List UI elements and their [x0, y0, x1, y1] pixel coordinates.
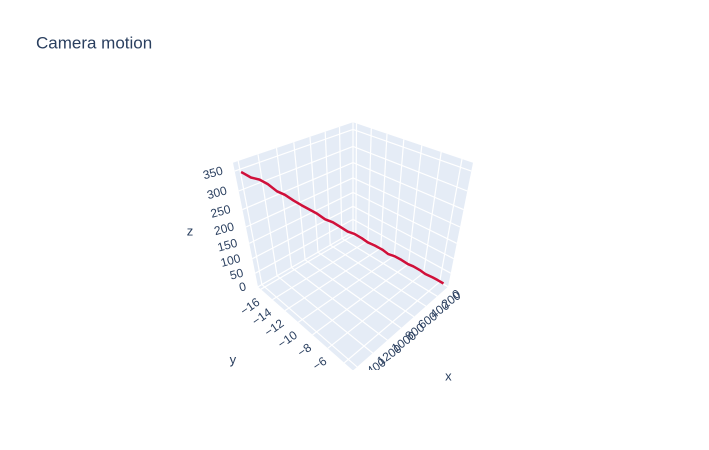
- z-tick-label: 350: [201, 163, 224, 182]
- grid-line: [275, 148, 293, 268]
- grid-line: [293, 142, 306, 260]
- z-tick-label: 300: [205, 183, 228, 202]
- grid-line: [352, 191, 457, 244]
- grid-line: [312, 263, 409, 336]
- x-axis-title: x: [445, 369, 452, 384]
- grid-line: [352, 177, 461, 228]
- z-tick-label: 200: [213, 219, 236, 238]
- chart-title: Camera motion: [36, 33, 152, 52]
- grid-line: [352, 162, 464, 211]
- back-wall: [233, 122, 353, 287]
- z-tick-label: 250: [209, 202, 232, 221]
- grid-line: [255, 218, 354, 274]
- grid-line: [297, 255, 395, 323]
- grid-line: [439, 158, 463, 283]
- grid-line: [304, 259, 402, 329]
- grid-line: [257, 154, 278, 276]
- grid-line: [352, 218, 451, 274]
- grid-line: [352, 128, 472, 172]
- grid-line: [257, 231, 354, 288]
- y-tick-label: −6: [310, 354, 330, 374]
- scene: 0200400600800100012001400−16−14−12−10−8−…: [201, 122, 473, 388]
- grid-line: [324, 131, 331, 246]
- grid-line: [260, 233, 357, 290]
- y-tick-label: −8: [295, 340, 315, 360]
- grid-line: [238, 145, 354, 192]
- z-tick-label: 100: [219, 251, 242, 270]
- z-tick-label: 0: [238, 279, 248, 294]
- grid-line: [284, 247, 382, 312]
- grid-line: [380, 133, 388, 249]
- grid-line: [317, 251, 415, 318]
- grid-line: [237, 160, 263, 285]
- grid-line: [352, 205, 454, 260]
- z-axis-title: z: [187, 223, 194, 238]
- grid-line: [343, 281, 440, 364]
- grid-line: [338, 126, 343, 239]
- y-tick-label: −4: [327, 368, 347, 388]
- grid-line: [309, 136, 319, 253]
- grid-line: [367, 128, 372, 241]
- grid-line: [252, 205, 354, 260]
- grid-line: [276, 275, 374, 354]
- grid-line: [329, 244, 427, 307]
- y-axis-title: y: [230, 352, 237, 367]
- trajectory-line: [240, 170, 445, 285]
- grid-line: [327, 272, 424, 349]
- grid-line: [261, 284, 358, 368]
- grid-line: [355, 123, 358, 234]
- grid-line: [272, 240, 369, 301]
- grid-line: [341, 237, 438, 297]
- floor-panel: [258, 232, 448, 370]
- z-tick-label: 150: [216, 236, 239, 255]
- z-tick-label: 50: [228, 266, 245, 283]
- side-wall: [353, 122, 473, 287]
- grid-line: [423, 151, 442, 273]
- grid-line: [242, 162, 354, 211]
- grid-line: [234, 128, 354, 172]
- grid-line: [249, 191, 354, 244]
- grid-line: [352, 145, 468, 192]
- grid-line: [291, 267, 388, 341]
- grid-line: [393, 139, 405, 256]
- grid-line: [245, 177, 354, 228]
- grid-line: [407, 145, 423, 265]
